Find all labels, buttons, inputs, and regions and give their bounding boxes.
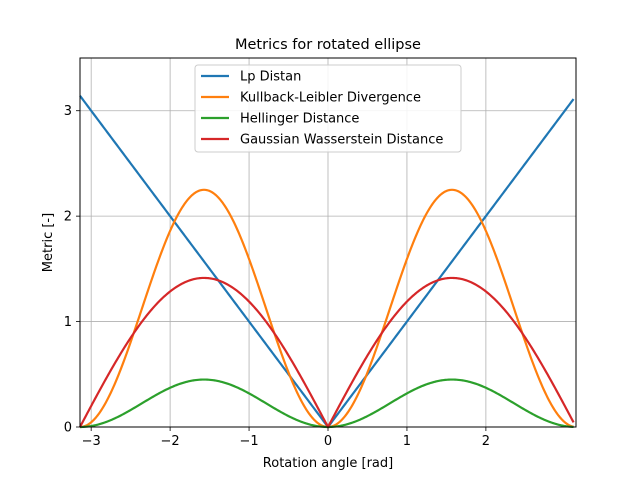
x-tick-label: 2: [482, 434, 490, 449]
y-tick-label: 0: [64, 421, 72, 436]
y-tick-label: 2: [64, 210, 72, 225]
legend-label: Hellinger Distance: [240, 112, 359, 127]
axis-ticks: −3 −2 −1 0 1 2 0 1 2 3: [64, 104, 490, 449]
x-tick-label: −3: [82, 434, 101, 449]
x-axis-label: Rotation angle [rad]: [263, 456, 393, 471]
series-line-3: [79, 276, 575, 429]
y-axis-label: Metric [-]: [41, 213, 56, 272]
legend-frame: [194, 64, 462, 153]
x-tick-label: 1: [403, 434, 411, 449]
chart-title: Metrics for rotated ellipse: [235, 37, 421, 53]
x-tick-label: 0: [324, 434, 332, 449]
legend: Lp Distan Kullback-Leibler Divergence Hel…: [194, 64, 462, 153]
x-tick-label: −2: [161, 434, 180, 449]
x-tick-label: −1: [239, 434, 258, 449]
y-tick-label: 3: [64, 104, 72, 119]
legend-label: Gaussian Wasserstein Distance: [240, 133, 443, 148]
y-tick-label: 1: [64, 315, 72, 330]
legend-label: Lp Distan: [240, 70, 301, 85]
legend-label: Kullback-Leibler Divergence: [240, 91, 421, 106]
